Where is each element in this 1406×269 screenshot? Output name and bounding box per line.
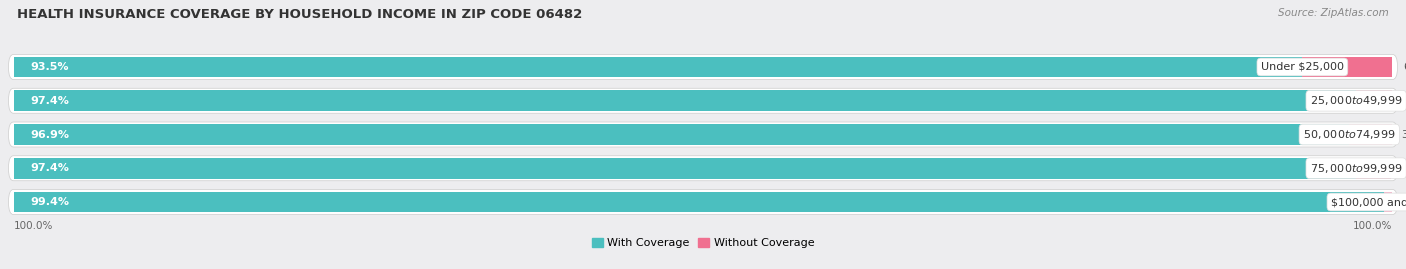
Bar bbox=[1302, 56, 1393, 77]
Text: 2.5%: 2.5% bbox=[1400, 163, 1406, 173]
FancyBboxPatch shape bbox=[8, 88, 1398, 113]
FancyBboxPatch shape bbox=[8, 122, 1398, 147]
Text: $75,000 to $99,999: $75,000 to $99,999 bbox=[1310, 162, 1402, 175]
Bar bbox=[14, 90, 1357, 111]
Text: 2.6%: 2.6% bbox=[1402, 96, 1406, 106]
Bar bbox=[14, 124, 1350, 145]
Text: $50,000 to $74,999: $50,000 to $74,999 bbox=[1303, 128, 1396, 141]
Bar bbox=[1350, 124, 1392, 145]
Text: Source: ZipAtlas.com: Source: ZipAtlas.com bbox=[1278, 8, 1389, 18]
FancyBboxPatch shape bbox=[8, 55, 1398, 79]
Bar bbox=[1384, 192, 1392, 213]
Text: 99.4%: 99.4% bbox=[31, 197, 69, 207]
FancyBboxPatch shape bbox=[8, 156, 1398, 181]
Bar bbox=[1357, 158, 1391, 179]
Text: 97.4%: 97.4% bbox=[31, 96, 69, 106]
Bar bbox=[1357, 90, 1392, 111]
Text: 6.6%: 6.6% bbox=[1403, 62, 1406, 72]
Bar bbox=[14, 192, 1384, 213]
Text: 100.0%: 100.0% bbox=[14, 221, 53, 231]
Bar bbox=[14, 158, 1357, 179]
Text: 97.4%: 97.4% bbox=[31, 163, 69, 173]
Text: 100.0%: 100.0% bbox=[1353, 221, 1392, 231]
Text: Under $25,000: Under $25,000 bbox=[1261, 62, 1344, 72]
Text: $100,000 and over: $100,000 and over bbox=[1331, 197, 1406, 207]
Text: 93.5%: 93.5% bbox=[31, 62, 69, 72]
Legend: With Coverage, Without Coverage: With Coverage, Without Coverage bbox=[588, 234, 818, 253]
Text: 3.1%: 3.1% bbox=[1402, 129, 1406, 140]
Text: 0.62%: 0.62% bbox=[1402, 197, 1406, 207]
Text: $25,000 to $49,999: $25,000 to $49,999 bbox=[1310, 94, 1402, 107]
Bar bbox=[14, 56, 1302, 77]
FancyBboxPatch shape bbox=[8, 190, 1398, 214]
Text: 96.9%: 96.9% bbox=[31, 129, 69, 140]
Text: HEALTH INSURANCE COVERAGE BY HOUSEHOLD INCOME IN ZIP CODE 06482: HEALTH INSURANCE COVERAGE BY HOUSEHOLD I… bbox=[17, 8, 582, 21]
